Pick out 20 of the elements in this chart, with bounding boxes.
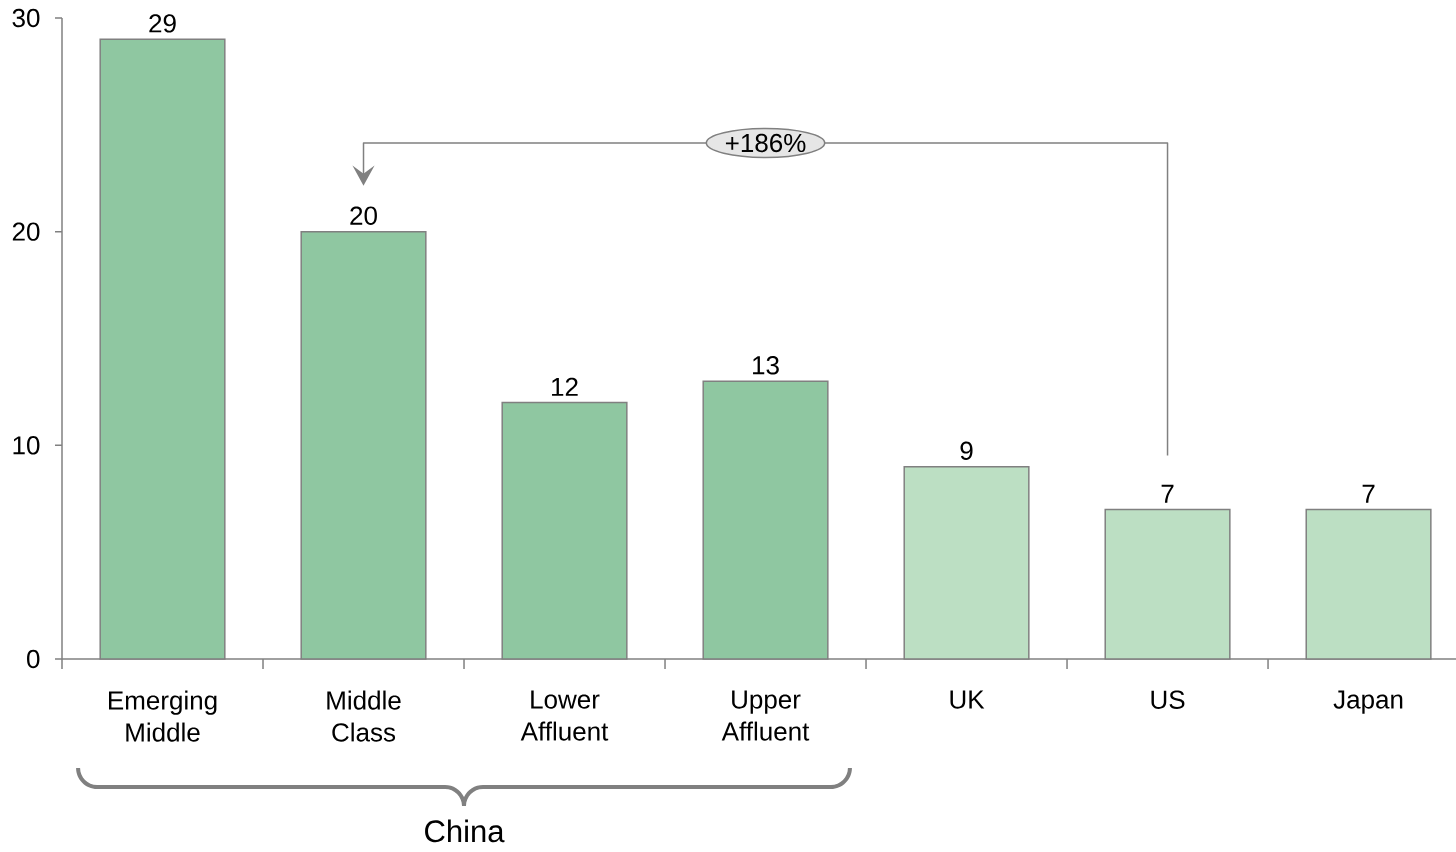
y-tick-label: 10 bbox=[13, 436, 40, 455]
x-tick-label: US bbox=[1151, 690, 1185, 709]
x-tick-label: UK bbox=[950, 690, 985, 709]
y-tick-label: 0 bbox=[27, 649, 40, 669]
y-tick-label: 20 bbox=[12, 222, 40, 241]
data-label: 7 bbox=[1161, 484, 1174, 503]
x-tick-label: Japan bbox=[1333, 690, 1403, 714]
data-label: 7 bbox=[1362, 484, 1375, 503]
data-label: 13 bbox=[753, 356, 779, 375]
x-tick-label: Middle Class bbox=[327, 690, 401, 742]
x-tick-label: Upper Affluent bbox=[721, 690, 810, 741]
annotation: +186% bbox=[725, 133, 806, 153]
x-tick-label: Emerging Middle bbox=[109, 690, 217, 742]
data-label: 29 bbox=[149, 14, 176, 33]
data-label: 20 bbox=[350, 206, 377, 225]
data-label: 9 bbox=[960, 441, 973, 460]
data-label: 12 bbox=[552, 377, 578, 396]
y-tick-label: 30 bbox=[12, 8, 40, 28]
text: China bbox=[425, 819, 505, 843]
x-tick-label: Lower Affluent bbox=[520, 690, 609, 741]
